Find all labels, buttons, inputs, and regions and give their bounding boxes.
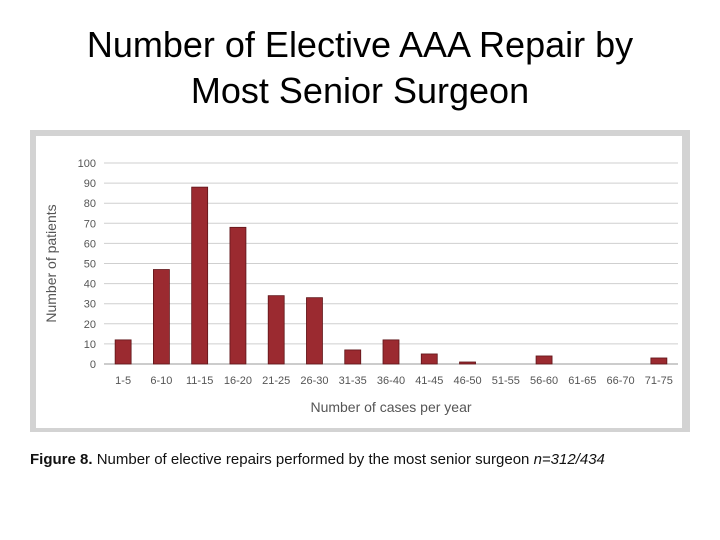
bar: [191, 186, 209, 365]
x-tick-label: 61-65: [568, 375, 596, 387]
y-tick-label: 0: [90, 359, 96, 371]
caption-label: Figure 8.: [30, 451, 93, 468]
y-tick-label: 40: [84, 279, 96, 291]
x-tick-label: 41-45: [415, 375, 443, 387]
bar: [344, 349, 362, 365]
bar: [229, 226, 247, 365]
x-tick-label: 46-50: [453, 375, 481, 387]
bar: [267, 295, 285, 365]
x-tick-label: 11-15: [186, 375, 213, 387]
bar: [306, 297, 323, 365]
x-tick-label: 66-70: [607, 375, 635, 387]
slide-title: Number of Elective AAA Repair by Most Se…: [0, 22, 720, 114]
x-tick-label: 26-30: [300, 375, 328, 387]
figure-caption: Figure 8. Number of elective repairs per…: [30, 451, 690, 468]
x-axis-title: Number of cases per year: [310, 399, 471, 415]
x-tick-label: 21-25: [262, 375, 290, 387]
bar: [153, 269, 170, 365]
y-tick-label: 70: [84, 218, 96, 230]
x-tick-label: 71-75: [645, 375, 673, 387]
x-tick-label: 1-5: [115, 375, 131, 387]
x-tick-label: 56-60: [530, 375, 558, 387]
caption-n-note: n=312/434: [533, 451, 605, 468]
bar: [114, 339, 132, 365]
plot-area: 0 10 20 30 40 50 60 70 80 90 100 1-5 6-10 11-15 16-20 2…: [36, 136, 682, 428]
y-tick-label: 90: [84, 178, 96, 190]
x-tick-label: 6-10: [150, 375, 172, 387]
y-tick-label: 100: [78, 158, 96, 170]
x-tick-label: 36-40: [377, 375, 405, 387]
bar: [535, 355, 553, 365]
bar: [382, 339, 400, 365]
y-tick-label: 50: [84, 259, 96, 271]
bar: [650, 357, 668, 365]
bar: [459, 361, 476, 365]
slide-title-line-1: Number of Elective AAA Repair by: [86, 24, 634, 65]
x-tick-label: 31-35: [339, 375, 367, 387]
y-tick-label: 60: [84, 238, 96, 250]
x-tick-label: 51-55: [492, 375, 520, 387]
y-tick-label: 10: [84, 339, 96, 351]
figure-panel: 0 10 20 30 40 50 60 70 80 90 100 1-5 6-10 11-15 16-20 2…: [30, 130, 690, 432]
slide-title-line-2: Most Senior Surgeon: [190, 70, 530, 111]
y-tick-label: 20: [84, 319, 96, 331]
y-tick-label: 80: [84, 198, 96, 210]
y-tick-label: 30: [84, 299, 96, 311]
caption-text: Number of elective repairs performed by …: [96, 451, 530, 468]
bar-chart: 0 10 20 30 40 50 60 70 80 90 100 1-5 6-10 11-15 16-20 2…: [43, 158, 678, 415]
x-tick-label: 16-20: [224, 375, 252, 387]
bar: [420, 353, 438, 365]
y-axis-title: Number of patients: [43, 204, 59, 322]
